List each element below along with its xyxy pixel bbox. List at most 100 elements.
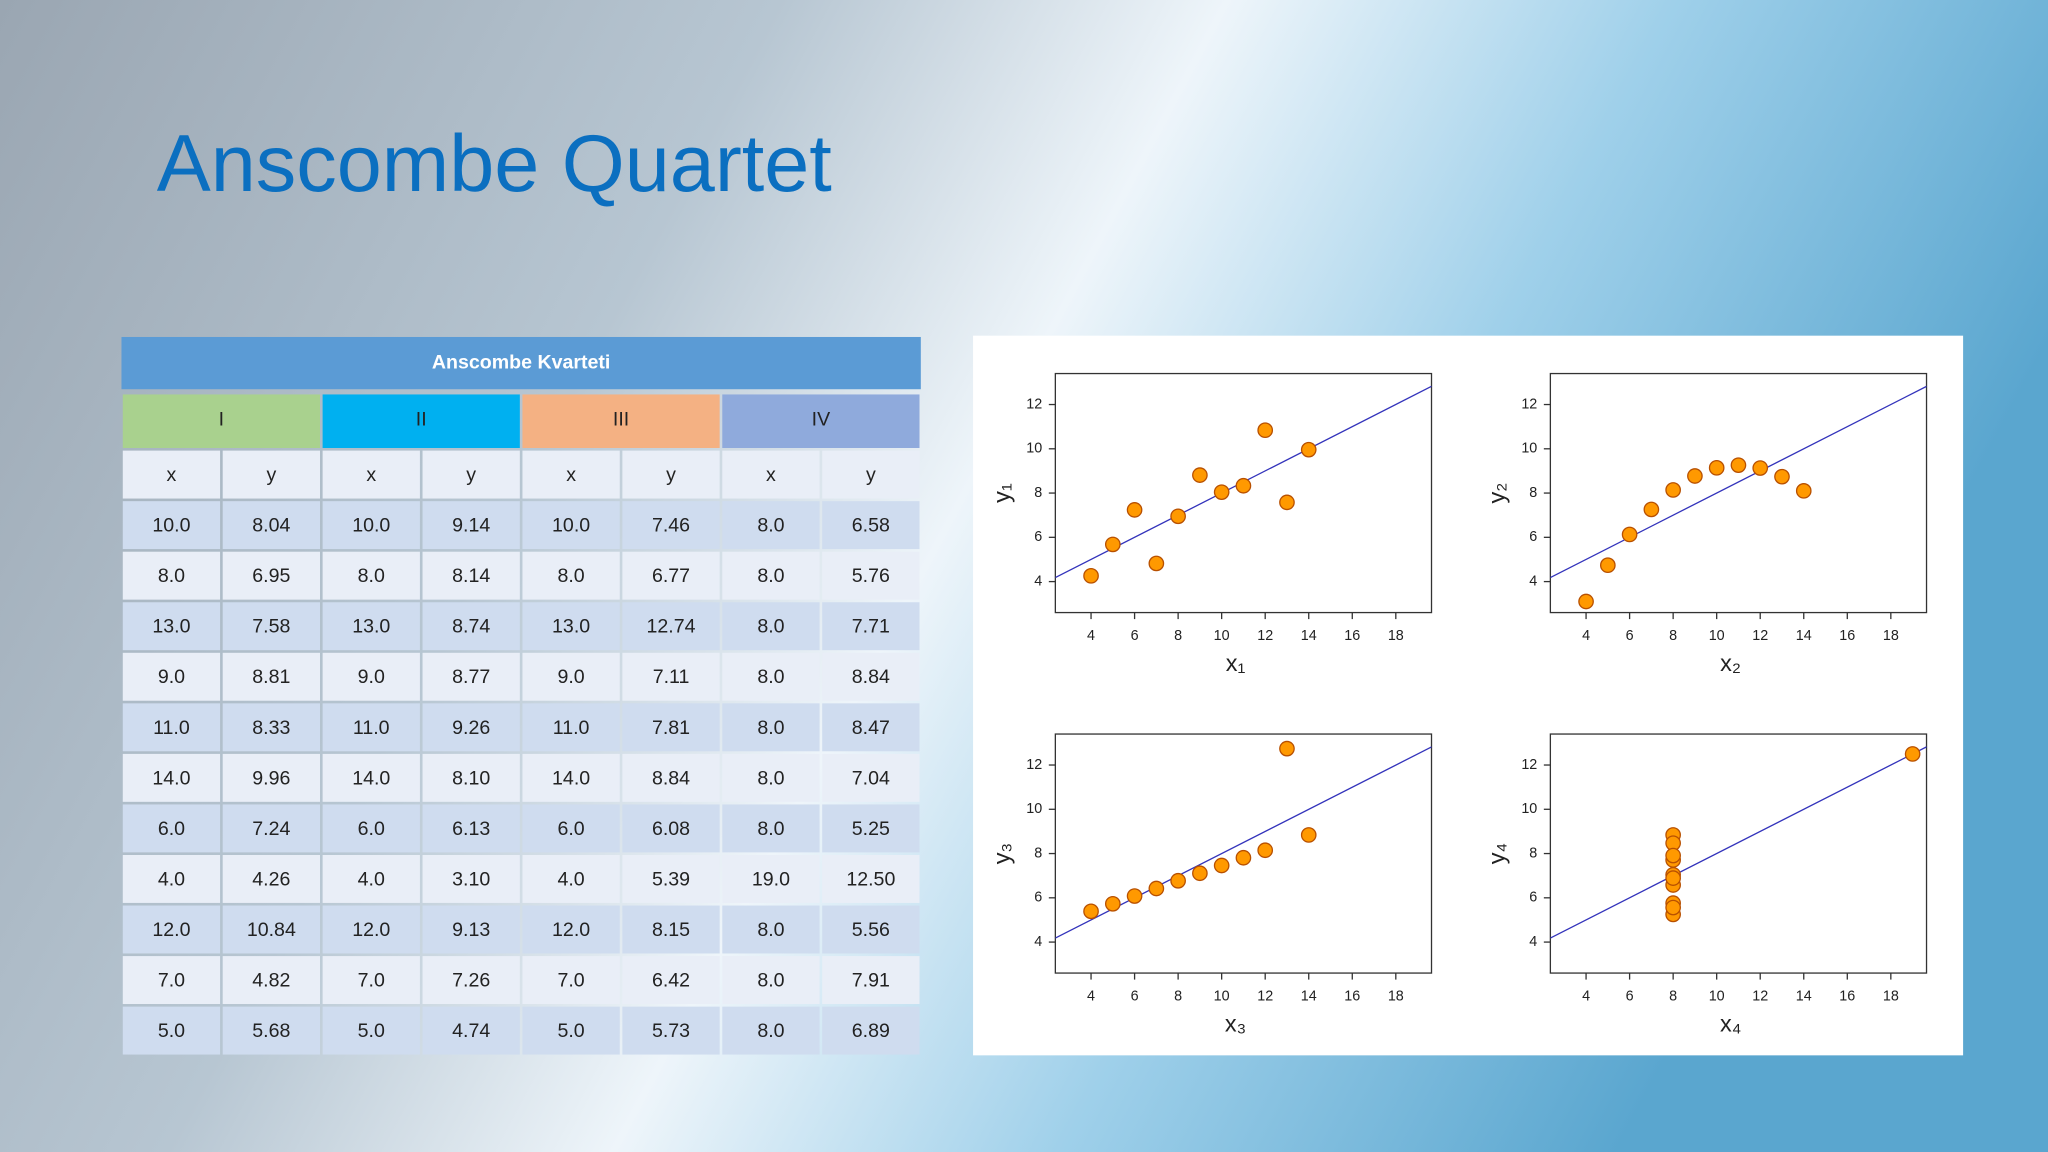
table-cell xyxy=(722,804,820,853)
y-tick-label: 4 xyxy=(1529,573,1537,589)
table-cell xyxy=(622,602,720,651)
fit-line xyxy=(1550,746,1927,939)
cell-text: 4.0 xyxy=(158,868,185,890)
cell-text: 11.0 xyxy=(353,717,390,739)
cell-text: 12.0 xyxy=(352,919,390,941)
cell-text: 10.0 xyxy=(152,515,190,537)
x-tick-label: 14 xyxy=(1796,628,1812,644)
cell-text: 14.0 xyxy=(552,767,590,789)
point xyxy=(1170,872,1186,889)
x-tick-label: 6 xyxy=(1131,628,1139,644)
table-cell xyxy=(722,652,820,701)
x-tick-label: 12 xyxy=(1752,628,1768,644)
table-cell xyxy=(322,804,420,853)
x-tick-label: 16 xyxy=(1839,988,1855,1004)
cell-text: 9.96 xyxy=(252,767,290,789)
table-cell xyxy=(322,551,420,600)
table-cell xyxy=(622,905,720,954)
y-tick-label: 4 xyxy=(1529,934,1537,950)
point xyxy=(1300,441,1317,458)
table-cell xyxy=(822,905,920,954)
point xyxy=(1257,422,1274,439)
cell-text: 4.82 xyxy=(252,970,290,992)
cell-text: 4.0 xyxy=(358,868,385,890)
point xyxy=(1235,849,1252,866)
cell-text: 5.76 xyxy=(852,565,890,587)
cell-text: 7.46 xyxy=(652,515,690,537)
x-tick-label: 18 xyxy=(1388,628,1404,644)
table-cell xyxy=(522,854,620,903)
x-tick-label: 14 xyxy=(1301,628,1317,644)
point xyxy=(1104,895,1121,912)
cell-text: 7.11 xyxy=(653,666,690,688)
table-cell xyxy=(822,602,920,651)
table-cell xyxy=(722,753,820,802)
header-label: y xyxy=(466,464,476,486)
cell-text: 5.0 xyxy=(158,1020,185,1042)
table-cell xyxy=(122,703,221,752)
table-cell xyxy=(822,956,920,1005)
table-cell xyxy=(622,703,720,752)
table-cell xyxy=(522,703,620,752)
cell-text: 7.26 xyxy=(452,970,490,992)
cell-text: 13.0 xyxy=(552,616,590,638)
cell-text: 8.81 xyxy=(252,666,290,688)
cell-text: 11.0 xyxy=(553,717,590,739)
y-tick-label: 8 xyxy=(1034,845,1042,861)
y-tick-label: 6 xyxy=(1034,890,1042,906)
cell-text: 4.0 xyxy=(557,868,584,890)
point xyxy=(1621,526,1638,543)
y-tick-label: 10 xyxy=(1026,801,1042,817)
table-cell xyxy=(522,1006,620,1055)
table-cell xyxy=(422,804,520,853)
cell-text: 9.0 xyxy=(158,666,185,688)
x-tick-label: 4 xyxy=(1582,988,1590,1004)
y-tick-label: 8 xyxy=(1529,845,1537,861)
point xyxy=(1708,459,1725,476)
table-cell xyxy=(322,905,420,954)
cell-text: 8.0 xyxy=(757,818,784,840)
x-tick-label: 10 xyxy=(1214,988,1230,1004)
cell-text: 19.0 xyxy=(752,868,790,890)
point xyxy=(1083,567,1099,584)
table-cell xyxy=(822,551,920,600)
table-cell xyxy=(222,804,320,853)
point xyxy=(1126,888,1143,904)
cell-text: 6.95 xyxy=(252,565,290,587)
x-tick-label: 14 xyxy=(1796,988,1812,1004)
cell-text: 6.0 xyxy=(557,818,584,840)
table-cell xyxy=(822,854,920,903)
cell-text: 10.0 xyxy=(552,515,590,537)
header-label: y xyxy=(266,464,276,486)
cell-text: 7.0 xyxy=(158,970,185,992)
cell-text: 6.42 xyxy=(652,970,690,992)
cell-text: 12.0 xyxy=(152,919,190,941)
table-cell xyxy=(722,905,820,954)
cell-text: 3.10 xyxy=(452,868,490,890)
table-cell xyxy=(522,804,620,853)
group-label: I xyxy=(219,409,224,431)
table-cell xyxy=(622,1006,720,1055)
point xyxy=(1192,467,1208,483)
table-cell xyxy=(622,753,720,802)
cell-text: 8.0 xyxy=(757,666,784,688)
group-label: III xyxy=(613,409,629,431)
table-cell xyxy=(122,1006,221,1055)
cell-text: 9.13 xyxy=(452,919,490,941)
table-cell xyxy=(422,854,520,903)
table-cell xyxy=(522,753,620,802)
table-cell xyxy=(622,652,720,701)
point xyxy=(1752,460,1769,476)
table-cell xyxy=(322,501,420,550)
point xyxy=(1665,899,1681,916)
table-cell xyxy=(322,753,420,802)
table-cell xyxy=(422,703,520,752)
x-tick-label: 8 xyxy=(1669,988,1677,1004)
y-tick-label: 6 xyxy=(1529,890,1537,906)
cell-text: 8.77 xyxy=(452,666,490,688)
point xyxy=(1643,501,1660,518)
cell-text: 8.0 xyxy=(158,565,185,587)
header-cell xyxy=(622,450,720,499)
table-cell xyxy=(222,501,320,550)
